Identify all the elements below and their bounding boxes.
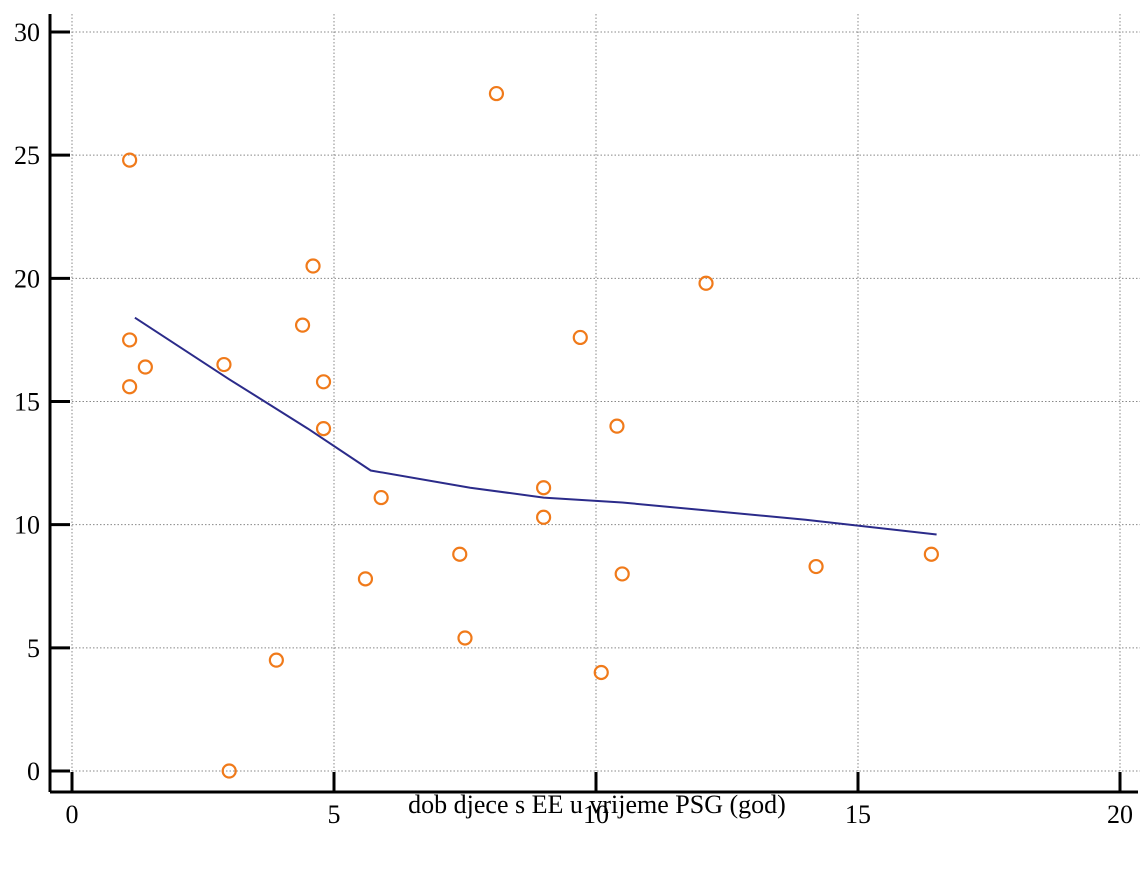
x-tick-label: 15: [845, 800, 871, 829]
y-tick-label: 10: [14, 511, 40, 540]
y-tick-label: 0: [27, 757, 40, 786]
data-point: [122, 332, 138, 348]
x-tick-label: 10: [583, 800, 609, 829]
data-points: [122, 85, 939, 779]
data-point: [593, 664, 609, 681]
data-point: [808, 558, 824, 575]
data-point: [614, 566, 630, 582]
y-tick-label: 5: [27, 634, 40, 663]
x-axis-label: dob djece s EE u vrijeme PSG (god): [408, 790, 786, 819]
data-point: [452, 546, 468, 562]
data-point: [535, 509, 552, 525]
y-tick-label: 20: [14, 264, 40, 293]
data-point: [572, 329, 588, 346]
y-tick-label: 15: [14, 388, 40, 417]
data-point: [315, 374, 332, 390]
data-point: [457, 630, 473, 646]
x-tick-label: 20: [1107, 800, 1133, 829]
data-point: [294, 317, 311, 333]
tick-labels: 0 5 10 15 20 0 5 10 15 20 25 30: [14, 18, 1133, 829]
grid-lines: [71, 14, 1140, 772]
data-point: [122, 152, 138, 168]
data-point: [137, 359, 153, 375]
x-tick-label: 0: [66, 800, 79, 829]
axes: [48, 14, 1138, 794]
data-point: [305, 258, 321, 274]
data-point: [609, 418, 625, 434]
data-point: [373, 489, 389, 506]
data-point: [488, 85, 505, 102]
trend-line: [134, 316, 937, 536]
y-tick-label: 30: [14, 18, 40, 47]
data-point: [698, 275, 714, 291]
data-point: [216, 356, 232, 373]
data-point: [535, 480, 552, 496]
data-point: [122, 379, 138, 395]
x-tick-label: 5: [328, 800, 341, 829]
data-point: [221, 763, 237, 779]
data-point: [923, 546, 939, 562]
data-point: [315, 420, 332, 437]
y-tick-label: 25: [14, 141, 40, 170]
trend-line-layer: [134, 316, 937, 536]
data-point: [268, 652, 284, 668]
data-point: [357, 571, 374, 587]
